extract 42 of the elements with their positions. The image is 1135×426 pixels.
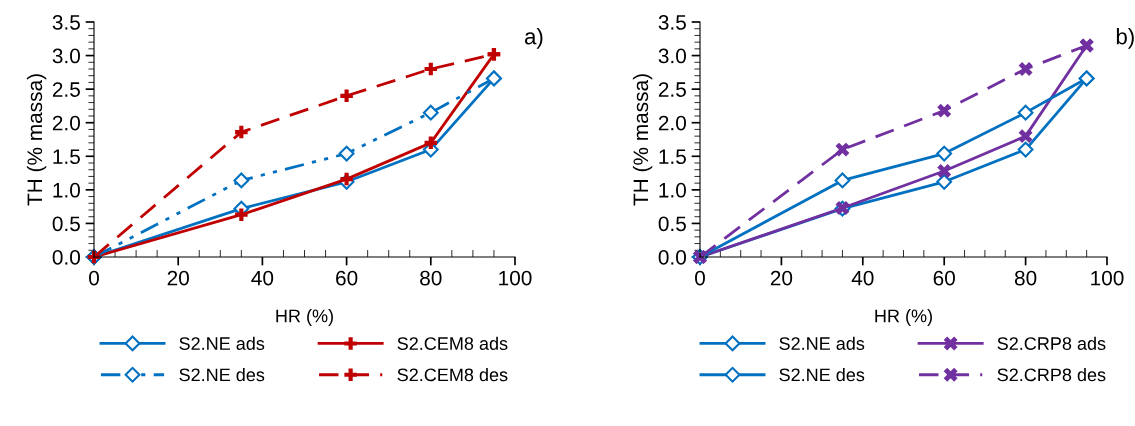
legend-label: S2.NE des: [179, 367, 265, 382]
y-tick-label: 2.5: [52, 82, 80, 97]
x-tick-label: 0: [89, 270, 99, 286]
y-tick-label: 1.5: [53, 149, 80, 165]
y-tick-label: 3.0: [658, 48, 686, 64]
legend-label: S2.CRP8 ads: [997, 336, 1106, 350]
legend-label: S2.CRP8 des: [997, 367, 1106, 382]
legend-label: S2.NE ads: [779, 336, 865, 350]
x-tick-label: 60: [336, 270, 358, 286]
y-tick-label: 2.0: [658, 115, 686, 131]
y-tick-label: 3.5: [52, 15, 80, 30]
x-tick-label: 40: [851, 270, 874, 286]
x-tick-label: 80: [1014, 270, 1037, 286]
x-tick-label: 40: [251, 270, 274, 286]
x-tick-label: 20: [167, 270, 189, 286]
text: b): [1116, 28, 1134, 49]
x-tick-label: 100: [1091, 270, 1124, 286]
y-tick-label: 2.5: [658, 82, 686, 97]
x-tick-label: 60: [933, 270, 955, 286]
x-axis-title: HR (%): [276, 309, 333, 326]
text: a): [525, 28, 543, 49]
x-tick-label: 80: [420, 270, 442, 286]
x-tick-label: 100: [499, 270, 532, 286]
y-axis-title: TH (% massa): [632, 74, 653, 206]
x-tick-label: 0: [695, 270, 705, 286]
y-tick-label: 1.5: [659, 149, 686, 165]
y-tick-label: 0.0: [658, 250, 686, 265]
y-tick-label: 2.0: [52, 115, 80, 131]
x-tick-label: 20: [770, 270, 793, 286]
legend-label: S2.CEM8 ads: [397, 336, 508, 350]
y-tick-label: 0.5: [52, 216, 80, 232]
y-tick-label: 1.0: [659, 182, 686, 198]
x-axis-title: HR (%): [875, 309, 932, 326]
y-tick-label: 0.5: [658, 216, 686, 232]
legend-label: S2.NE ads: [179, 336, 265, 350]
y-tick-label: 3.0: [52, 48, 80, 64]
legend-label: S2.NE des: [779, 367, 865, 382]
legend-label: S2.CEM8 des: [397, 367, 508, 382]
y-tick-label: 1.0: [53, 182, 80, 198]
y-axis-title: TH (% massa): [26, 74, 47, 206]
y-tick-label: 0.0: [52, 250, 80, 265]
y-tick-label: 3.5: [658, 15, 686, 30]
